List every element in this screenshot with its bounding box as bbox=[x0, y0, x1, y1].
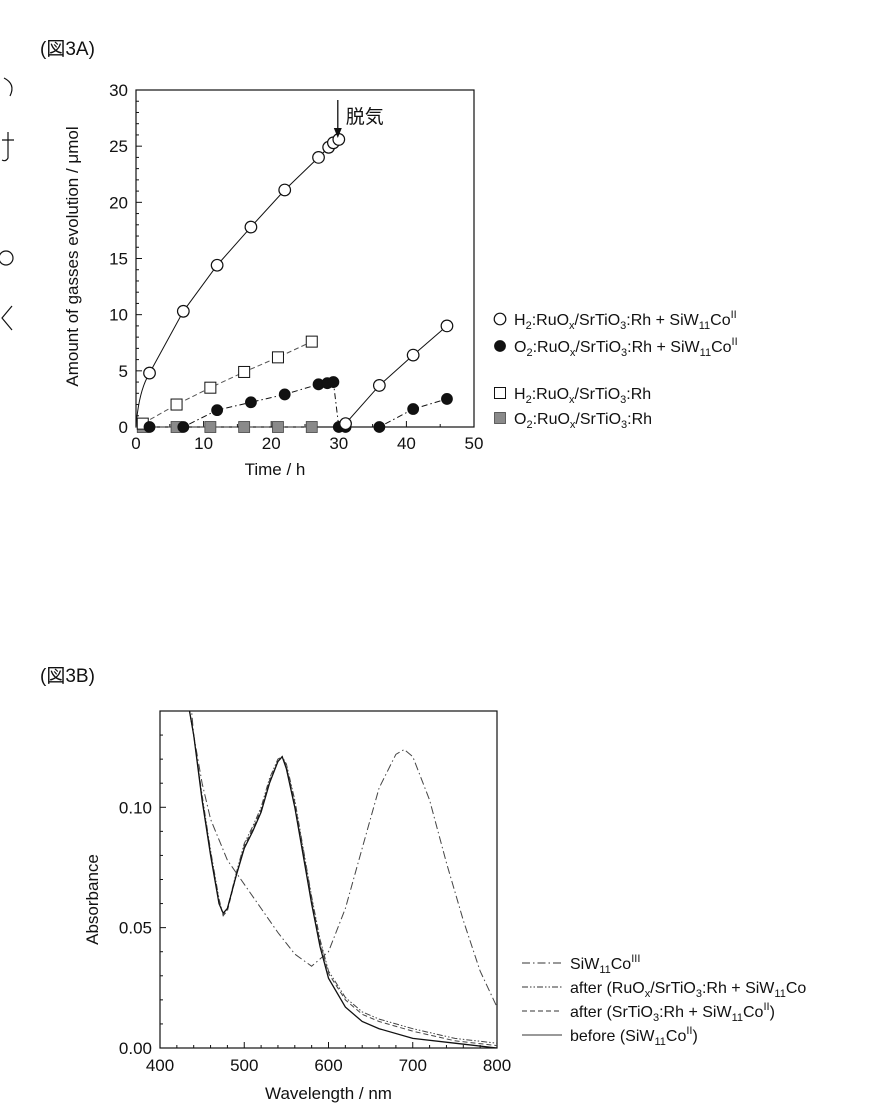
chart-a-point bbox=[278, 388, 291, 401]
chart-b: 400 500 600 700 800 0.00 0.05 0.10 Wavelength /… bbox=[83, 710, 806, 1103]
chart-a-point bbox=[407, 403, 420, 415]
fit-h2-cocat-run1 bbox=[135, 139, 340, 428]
chart-b-legend: SiW11CoIII after (RuOx/SrTiO3:Rh + SiW11C… bbox=[522, 953, 806, 1048]
fit-o2-cocat-run1 bbox=[136, 381, 340, 428]
chart-a-point bbox=[177, 421, 190, 433]
chart-a-y-tick-label: 25 bbox=[109, 137, 128, 156]
fit-h2-cocat-run2 bbox=[338, 325, 448, 428]
chart-b-series-line bbox=[191, 711, 497, 1008]
chart-a-point bbox=[176, 304, 190, 318]
chart-a-point bbox=[244, 220, 258, 234]
chart-a-y-tick-label: 10 bbox=[109, 306, 128, 325]
chart-a-point bbox=[441, 393, 453, 405]
chart-a-point bbox=[440, 319, 454, 333]
chart-a-y-tick-label: 20 bbox=[109, 193, 128, 212]
chart-a-point bbox=[312, 150, 325, 164]
chart-b-x-tick-label: 500 bbox=[230, 1056, 258, 1075]
chart-b-legend-label: after (RuOx/SrTiO3:Rh + SiW11Co bbox=[570, 980, 806, 1000]
chart-a-point bbox=[373, 421, 386, 433]
chart-a-ticks: 0 10 20 30 40 50 0 5 10 15 20 25 30 bbox=[109, 81, 483, 453]
chart-a-point bbox=[238, 421, 251, 433]
chart-a-x-tick-label: 0 bbox=[131, 434, 140, 453]
figure-label-b: (図3B) bbox=[40, 666, 95, 687]
chart-a-point bbox=[204, 381, 217, 394]
chart-b-y-tick-label: 0.00 bbox=[119, 1039, 152, 1058]
chart-a-y-tick-label: 15 bbox=[109, 250, 128, 269]
annotation-arrow-head bbox=[333, 128, 342, 138]
chart-a-point bbox=[327, 376, 340, 388]
chart-a-marks bbox=[136, 133, 454, 433]
chart-a-legend-marker bbox=[494, 340, 506, 352]
chart-a-legend-marker bbox=[494, 412, 506, 424]
chart-a-point bbox=[278, 183, 292, 197]
chart-a-legend-marker bbox=[494, 387, 506, 399]
chart-a-point bbox=[238, 365, 251, 378]
chart-a-point bbox=[271, 351, 284, 364]
chart-b-x-tick-label: 400 bbox=[146, 1056, 174, 1075]
chart-b-plot-frame bbox=[159, 710, 498, 1049]
chart-a: 0 10 20 30 40 50 0 5 10 15 20 25 30 Time / h Amount … bbox=[63, 81, 738, 479]
chart-b-y-axis-label: Absorbance bbox=[83, 854, 102, 945]
chart-a-point bbox=[245, 396, 257, 409]
chart-a-x-axis-label: Time / h bbox=[245, 460, 306, 479]
chart-a-point bbox=[211, 404, 224, 417]
chart-a-x-tick-label: 40 bbox=[397, 434, 416, 453]
chart-a-point bbox=[339, 417, 352, 431]
chart-a-point bbox=[272, 421, 284, 433]
chart-a-fit-curves bbox=[135, 139, 448, 428]
chart-a-x-tick-label: 10 bbox=[194, 434, 213, 453]
chart-b-ticks: 400 500 600 700 800 0.00 0.05 0.10 bbox=[119, 710, 511, 1075]
chart-a-point bbox=[143, 421, 156, 433]
chart-a-x-tick-label: 20 bbox=[262, 434, 281, 453]
chart-b-y-tick-label: 0.05 bbox=[119, 919, 152, 938]
chart-b-series-line bbox=[188, 711, 497, 1044]
chart-b-legend-label: after (SrTiO3:Rh + SiW11CoII) bbox=[570, 1001, 775, 1024]
chart-b-series-line bbox=[188, 711, 497, 1048]
chart-a-point bbox=[204, 421, 217, 433]
chart-a-y-axis-label: Amount of gasses evolution / μmol bbox=[63, 126, 82, 386]
chart-a-x-tick-label: 30 bbox=[329, 434, 348, 453]
fit-h2-bare bbox=[135, 341, 312, 428]
chart-b-x-tick-label: 700 bbox=[399, 1056, 427, 1075]
chart-a-legend-label: O2:RuOx/SrTiO3:Rh bbox=[514, 411, 652, 431]
chart-a-y-tick-label: 0 bbox=[119, 418, 128, 437]
margin-glyphs bbox=[0, 77, 14, 331]
chart-a-x-tick-label: 50 bbox=[465, 434, 484, 453]
chart-a-plot-frame bbox=[135, 89, 475, 428]
chart-a-annotation: 脱気 bbox=[333, 100, 384, 138]
chart-a-legend-label: H2:RuOx/SrTiO3:Rh bbox=[514, 386, 651, 406]
chart-b-x-tick-label: 800 bbox=[483, 1056, 511, 1075]
chart-a-point bbox=[170, 398, 183, 411]
chart-a-point bbox=[210, 258, 224, 272]
chart-a-point bbox=[143, 366, 156, 380]
chart-a-legend-label: H2:RuOx/SrTiO3:Rh + SiW11CoII bbox=[514, 309, 737, 332]
chart-a-legend-label: O2:RuOx/SrTiO3:Rh + SiW11CoII bbox=[514, 336, 738, 359]
chart-b-x-axis-label: Wavelength / nm bbox=[265, 1084, 392, 1103]
chart-b-series-lines bbox=[188, 711, 497, 1048]
figure-label-a: (図3A) bbox=[40, 39, 95, 60]
chart-a-y-tick-label: 5 bbox=[119, 362, 128, 381]
chart-b-legend-label: SiW11CoIII bbox=[570, 953, 640, 976]
chart-a-y-tick-label: 30 bbox=[109, 81, 128, 100]
chart-a-point bbox=[372, 379, 386, 392]
chart-a-legend-marker bbox=[493, 312, 507, 326]
chart-a-point bbox=[305, 335, 318, 348]
chart-b-series-line bbox=[188, 711, 497, 1047]
annotation-label: 脱気 bbox=[346, 106, 384, 128]
chart-a-legend: H2:RuOx/SrTiO3:Rh + SiW11CoII O2:RuOx/SrT… bbox=[493, 309, 738, 431]
fit-o2-cocat-run2 bbox=[345, 398, 448, 428]
chart-b-legend-label: before (SiW11CoII) bbox=[570, 1025, 698, 1048]
chart-a-point bbox=[406, 348, 420, 362]
chart-b-y-tick-label: 0.10 bbox=[119, 798, 152, 817]
chart-a-point bbox=[305, 421, 318, 433]
chart-b-x-tick-label: 600 bbox=[314, 1056, 342, 1075]
